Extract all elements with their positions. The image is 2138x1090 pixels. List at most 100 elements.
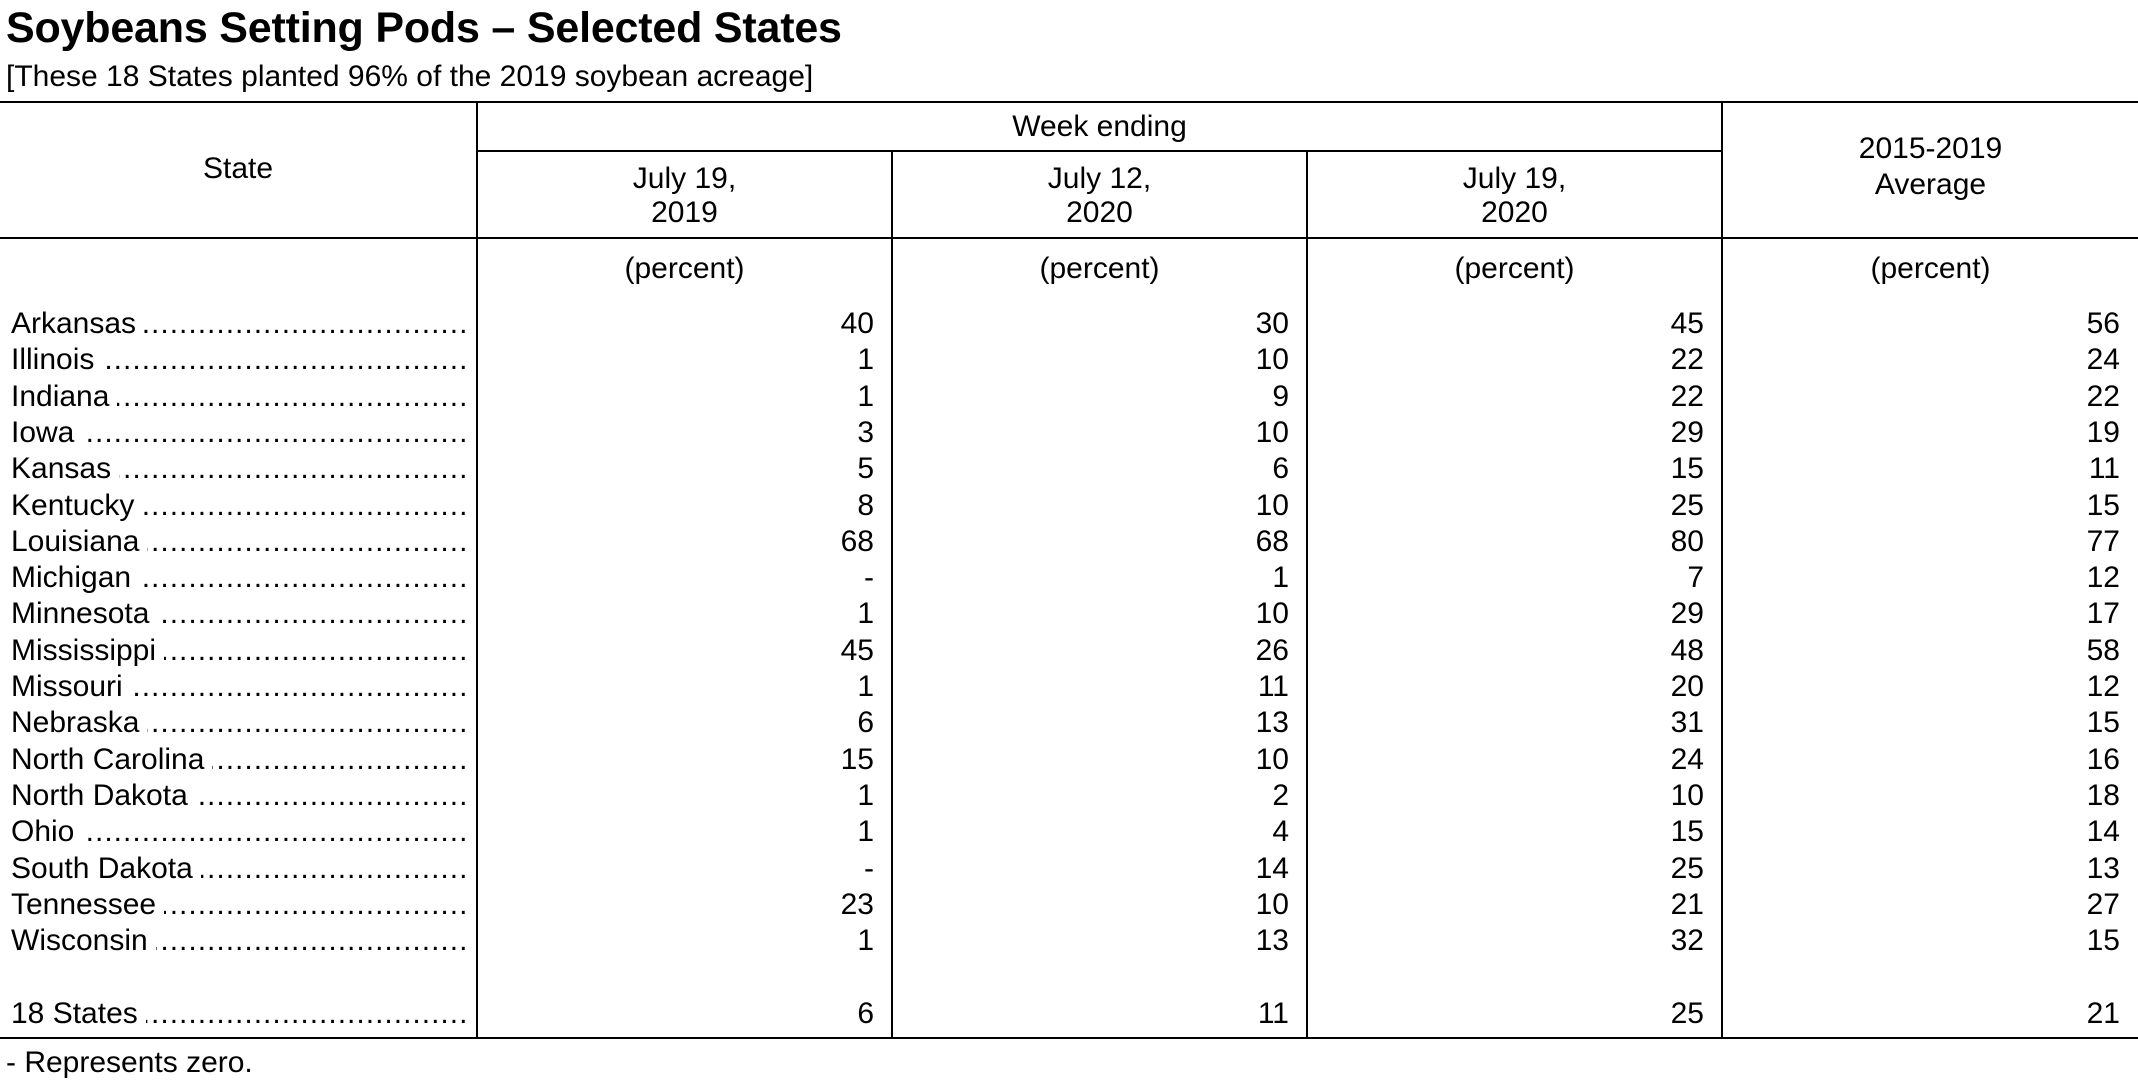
state-cell: ........................................… bbox=[11, 596, 465, 632]
state-cell: ........................................… bbox=[11, 488, 465, 524]
header-col3-line2: 2020 bbox=[1481, 196, 1548, 229]
unit-label-col3: (percent) bbox=[1454, 252, 1575, 285]
value-cell-col1: 68 bbox=[840, 525, 874, 558]
value-cell-col3: 24 bbox=[1670, 743, 1704, 776]
value-cell-col2: 10 bbox=[1255, 888, 1289, 921]
header-col2-line2: 2020 bbox=[1066, 196, 1133, 229]
value-cell-col3: 29 bbox=[1670, 597, 1704, 630]
dot-leader: ........................................… bbox=[11, 815, 465, 848]
state-cell: ........................................… bbox=[11, 524, 465, 560]
page-subtitle: [These 18 States planted 96% of the 2019… bbox=[6, 60, 814, 93]
state-name: Illinois bbox=[11, 343, 103, 376]
value-cell-col4: 19 bbox=[2086, 416, 2120, 449]
state-cell: ........................................… bbox=[11, 415, 465, 451]
state-name: South Dakota bbox=[11, 852, 201, 885]
value-cell-col2: 11 bbox=[1257, 997, 1289, 1030]
table-row: ........................................… bbox=[0, 560, 2138, 596]
unit-label-col1: (percent) bbox=[624, 252, 745, 285]
state-name: Minnesota bbox=[11, 597, 158, 630]
state-cell: ........................................… bbox=[11, 851, 465, 887]
value-cell-col2: 13 bbox=[1255, 706, 1289, 739]
value-cell-col2: 2 bbox=[1272, 779, 1289, 812]
value-cell-col2: 68 bbox=[1255, 525, 1289, 558]
state-cell: ........................................… bbox=[11, 633, 465, 669]
header-state: State bbox=[202, 152, 274, 185]
state-name: North Carolina bbox=[11, 743, 213, 776]
dot-leader: ........................................… bbox=[11, 416, 465, 449]
table-row: ........................................… bbox=[0, 342, 2138, 378]
table-row: ........................................… bbox=[0, 851, 2138, 887]
value-cell-col3: 25 bbox=[1670, 489, 1704, 522]
table-row: ........................................… bbox=[0, 778, 2138, 814]
header-col4-line2: Average bbox=[1874, 168, 1987, 201]
value-cell-col1: 23 bbox=[840, 888, 874, 921]
value-cell-col2: 30 bbox=[1255, 307, 1289, 340]
value-cell-col1: 45 bbox=[840, 634, 874, 667]
state-cell: ........................................… bbox=[11, 669, 465, 705]
value-cell-col3: 20 bbox=[1670, 670, 1704, 703]
value-cell-col1: 8 bbox=[857, 489, 874, 522]
state-name: Missouri bbox=[11, 670, 131, 703]
state-cell: ........................................… bbox=[11, 814, 465, 850]
value-cell-col4: 18 bbox=[2086, 779, 2120, 812]
value-cell-col2: 4 bbox=[1272, 815, 1289, 848]
value-cell-col2: 10 bbox=[1255, 743, 1289, 776]
state-cell: ........................................… bbox=[11, 451, 465, 487]
value-cell-col2: 26 bbox=[1255, 634, 1289, 667]
value-cell-col3: 25 bbox=[1670, 997, 1704, 1030]
state-cell: ........................................… bbox=[11, 996, 465, 1032]
table-total-row: ........................................… bbox=[0, 996, 2138, 1032]
value-cell-col3: 80 bbox=[1670, 525, 1704, 558]
column-divider-4 bbox=[1721, 101, 1723, 1039]
state-cell: ........................................… bbox=[11, 379, 465, 415]
value-cell-col2: 13 bbox=[1255, 924, 1289, 957]
state-name: 18 States bbox=[11, 997, 146, 1030]
table-row: ........................................… bbox=[0, 742, 2138, 778]
value-cell-col1: - bbox=[864, 561, 874, 594]
value-cell-col4: 13 bbox=[2086, 852, 2120, 885]
value-cell-col4: 58 bbox=[2086, 634, 2120, 667]
value-cell-col4: 77 bbox=[2086, 525, 2120, 558]
state-name: Michigan bbox=[11, 561, 140, 594]
state-cell: ........................................… bbox=[11, 306, 465, 342]
unit-label-col2: (percent) bbox=[1039, 252, 1160, 285]
value-cell-col1: 1 bbox=[857, 924, 874, 957]
value-cell-col3: 25 bbox=[1670, 852, 1704, 885]
value-cell-col4: 15 bbox=[2086, 706, 2120, 739]
value-cell-col4: 22 bbox=[2086, 380, 2120, 413]
value-cell-col1: 6 bbox=[857, 997, 874, 1030]
column-divider-1 bbox=[476, 101, 478, 1039]
value-cell-col2: 6 bbox=[1272, 452, 1289, 485]
column-divider-3 bbox=[1306, 151, 1308, 1039]
value-cell-col1: 1 bbox=[857, 380, 874, 413]
value-cell-col1: 15 bbox=[840, 743, 874, 776]
value-cell-col4: 21 bbox=[2086, 997, 2120, 1030]
value-cell-col4: 11 bbox=[2088, 452, 2120, 485]
column-divider-2 bbox=[891, 151, 893, 1039]
unit-label-col4: (percent) bbox=[1870, 252, 1991, 285]
value-cell-col4: 27 bbox=[2086, 888, 2120, 921]
value-cell-col3: 29 bbox=[1670, 416, 1704, 449]
value-cell-col3: 15 bbox=[1670, 452, 1704, 485]
value-cell-col4: 15 bbox=[2086, 489, 2120, 522]
value-cell-col1: 5 bbox=[857, 452, 874, 485]
value-cell-col1: 1 bbox=[857, 343, 874, 376]
table-row: ........................................… bbox=[0, 923, 2138, 959]
page-title: Soybeans Setting Pods – Selected States bbox=[6, 4, 842, 52]
table-row: ........................................… bbox=[0, 814, 2138, 850]
table-row: ........................................… bbox=[0, 488, 2138, 524]
footnote: - Represents zero. bbox=[6, 1046, 253, 1079]
value-cell-col1: 6 bbox=[857, 706, 874, 739]
value-cell-col2: 1 bbox=[1272, 561, 1289, 594]
value-cell-col4: 56 bbox=[2086, 307, 2120, 340]
state-name: Indiana bbox=[11, 380, 118, 413]
header-bottom-rule bbox=[0, 237, 2138, 239]
value-cell-col1: 3 bbox=[857, 416, 874, 449]
table-row: ........................................… bbox=[0, 379, 2138, 415]
value-cell-col1: 1 bbox=[857, 597, 874, 630]
value-cell-col2: 10 bbox=[1255, 597, 1289, 630]
table-row: ........................................… bbox=[0, 596, 2138, 632]
table-row: ........................................… bbox=[0, 524, 2138, 560]
value-cell-col3: 15 bbox=[1670, 815, 1704, 848]
